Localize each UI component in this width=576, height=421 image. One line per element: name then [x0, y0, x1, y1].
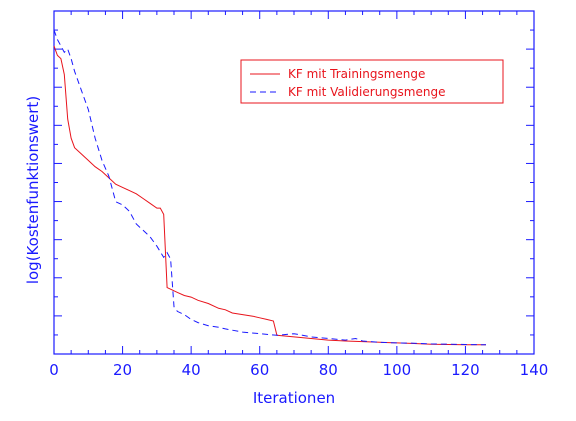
series-layer	[53, 29, 487, 346]
legend-label-training: KF mit Trainingsmenge	[288, 67, 425, 81]
x-tick-label: 20	[113, 361, 132, 379]
x-tick-label: 40	[182, 361, 201, 379]
x-tick-label: 120	[451, 361, 480, 379]
y-axis-label: log(Kostenfunktionswert)	[24, 96, 42, 284]
legend-label-validation: KF mit Validierungsmenge	[288, 85, 445, 99]
legend-box	[240, 59, 504, 104]
x-tick-label: 100	[383, 361, 412, 379]
legend: KF mit Trainingsmenge KF mit Validierung…	[240, 59, 504, 104]
x-axis-label: Iterationen	[253, 389, 335, 407]
x-tick-labels: 0 20 40 60 80 100 120 140	[49, 361, 548, 379]
series-line-validation	[53, 29, 487, 346]
plot-frame	[53, 10, 535, 355]
series-line-training	[53, 45, 486, 346]
axis-ticks	[53, 10, 535, 355]
x-tick-label: 60	[250, 361, 269, 379]
x-tick-label: 80	[319, 361, 338, 379]
x-tick-label: 0	[49, 361, 59, 379]
x-tick-label: 140	[520, 361, 549, 379]
